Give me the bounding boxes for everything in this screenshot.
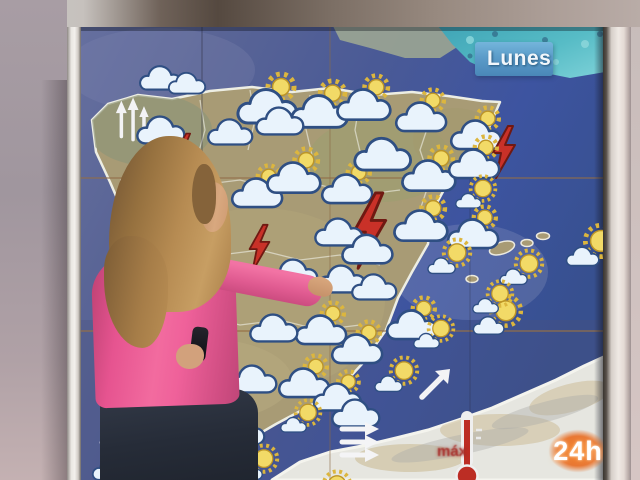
max-temperature-label: máx xyxy=(436,443,468,460)
weather-video-wall: Lunes máx 24h xyxy=(79,26,603,480)
weather-map-viewport: Lunes máx 24h xyxy=(79,26,603,480)
screen-frame-right xyxy=(603,27,631,480)
channel-logo-24h: 24h xyxy=(541,424,603,478)
studio-wall-right xyxy=(631,0,640,480)
day-badge: Lunes xyxy=(475,42,553,76)
presenter-left-hand xyxy=(176,344,204,369)
presenter-hair-front xyxy=(192,164,216,224)
studio-wall-left xyxy=(0,0,67,480)
studio-top-band xyxy=(0,0,640,27)
screen-frame-left xyxy=(67,27,81,480)
channel-logo-text: 24h xyxy=(553,435,603,466)
